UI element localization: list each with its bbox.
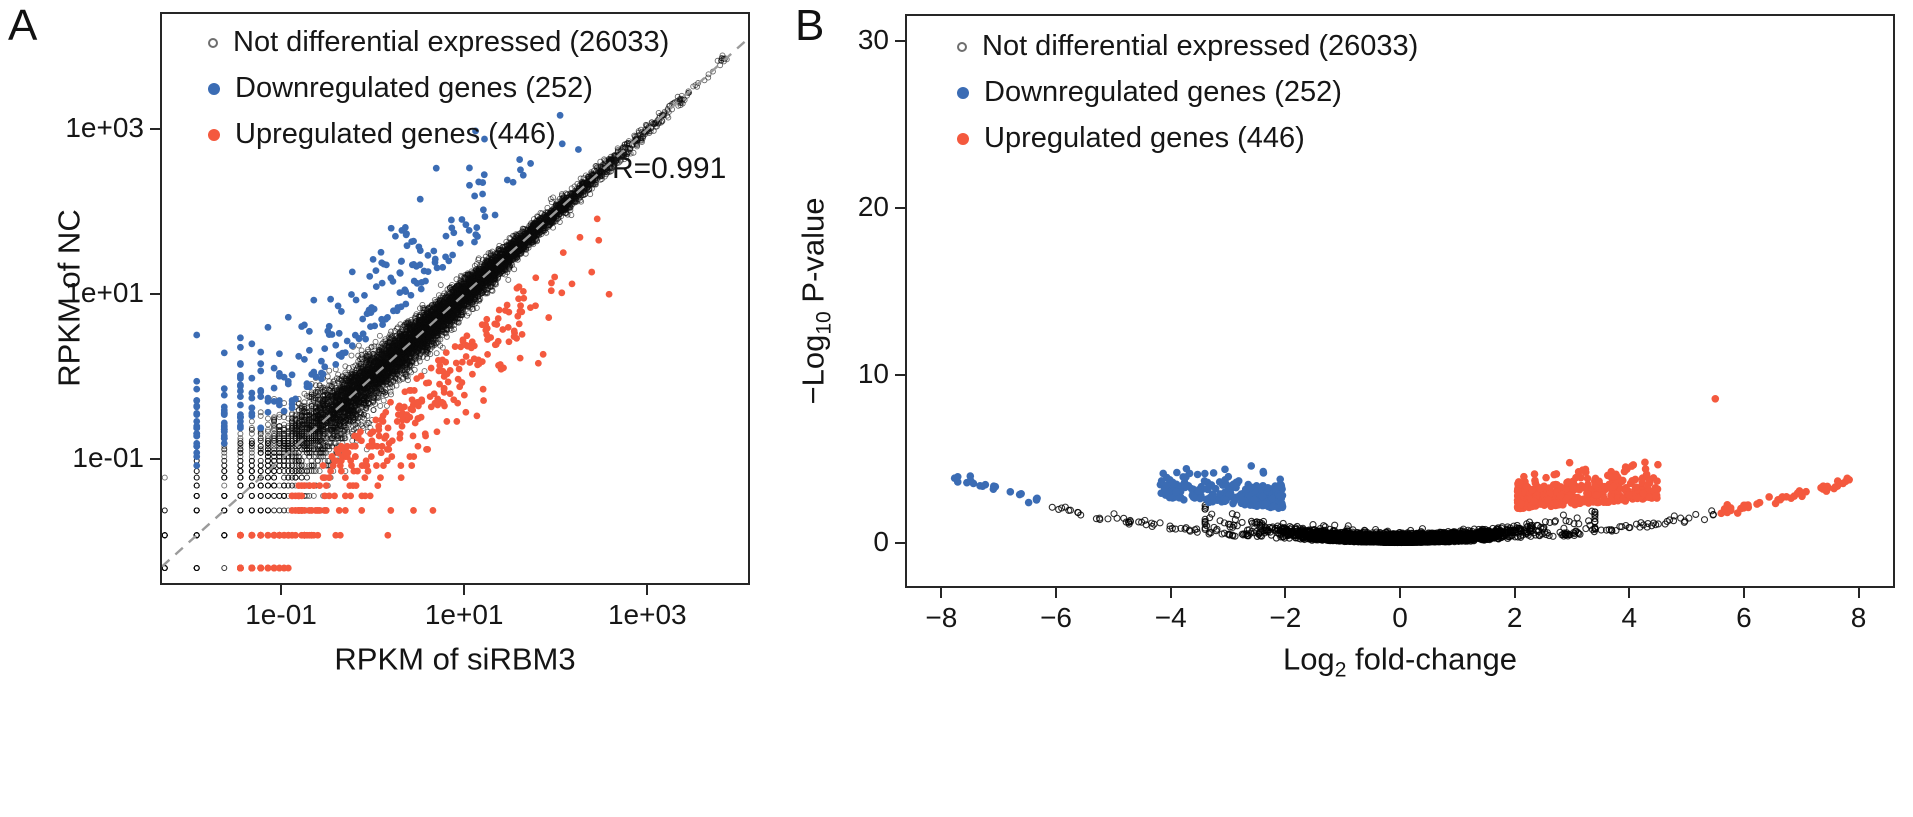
x-tick-label: 1e+03 xyxy=(607,599,687,630)
x-axis-title-text: fold-change xyxy=(1346,641,1518,677)
y-tick-label: 20 xyxy=(857,191,889,223)
open-circle-marker-icon xyxy=(208,37,218,48)
y-tick-label: 10 xyxy=(857,358,889,390)
x-tick-label: 1e+01 xyxy=(424,599,504,630)
open-circle-marker-icon xyxy=(957,41,967,52)
panel-a-legend: Not differential expressed (26033) Downr… xyxy=(208,24,669,153)
red-dot-marker-icon xyxy=(208,128,220,141)
x-tick-mark xyxy=(646,585,649,595)
panel-a-plot: Not differential expressed (26033) Downr… xyxy=(160,12,750,585)
x-tick-label: 1e-01 xyxy=(245,599,317,630)
panel-b-volcano-canvas xyxy=(907,16,1893,586)
legend-item-upregulated: Upregulated genes (446) xyxy=(208,116,669,153)
y-tick-mark xyxy=(895,40,905,43)
y-tick-mark xyxy=(150,293,160,296)
x-axis-title-text: Log xyxy=(1282,641,1335,677)
y-tick-mark xyxy=(895,207,905,210)
x-tick-mark xyxy=(1284,588,1287,598)
panel-a-letter: A xyxy=(8,1,38,50)
legend-item-downregulated: Downregulated genes (252) xyxy=(208,70,669,107)
y-tick-mark xyxy=(895,541,905,544)
legend-label-upregulated: Upregulated genes (446) xyxy=(984,122,1305,154)
legend-item-not-differential: Not differential expressed (26033) xyxy=(208,24,669,61)
panel-a-scatter-canvas xyxy=(162,14,748,583)
legend-label-not-differential: Not differential expressed (26033) xyxy=(982,30,1419,62)
legend-item-upregulated: Upregulated genes (446) xyxy=(957,120,1418,157)
x-tick-mark xyxy=(280,585,283,595)
x-tick-mark xyxy=(1513,588,1516,598)
correlation-annotation: R=0.991 xyxy=(612,152,727,185)
x-tick-label: 6 xyxy=(1736,602,1752,633)
y-tick-label: 0 xyxy=(873,525,889,557)
legend-label-upregulated: Upregulated genes (446) xyxy=(235,118,556,150)
x-tick-label: −4 xyxy=(1154,602,1187,633)
y-axis-title-subscript: 10 xyxy=(812,311,836,335)
x-tick-mark xyxy=(1169,588,1172,598)
x-tick-mark xyxy=(1628,588,1631,598)
x-tick-mark xyxy=(1055,588,1058,598)
x-tick-label: 4 xyxy=(1621,602,1638,633)
panel-b-x-axis-title: Log2 fold-change xyxy=(1283,641,1517,682)
y-tick-label: 1e+03 xyxy=(65,112,144,144)
x-tick-mark xyxy=(463,585,466,595)
x-tick-label: −6 xyxy=(1040,602,1072,633)
x-tick-mark xyxy=(1399,588,1401,598)
x-tick-mark xyxy=(1742,588,1745,598)
x-tick-mark xyxy=(940,588,943,598)
legend-item-not-differential: Not differential expressed (26033) xyxy=(957,28,1418,65)
blue-dot-marker-icon xyxy=(208,82,220,95)
x-tick-mark xyxy=(1857,588,1860,598)
x-tick-label: 8 xyxy=(1850,602,1867,633)
x-axis-title-text: RPKM of siRBM3 xyxy=(334,641,576,677)
x-axis-title-subscript: 2 xyxy=(1334,658,1347,682)
red-dot-marker-icon xyxy=(957,132,969,145)
legend-label-not-differential: Not differential expressed (26033) xyxy=(233,26,670,58)
y-tick-label: 1e-01 xyxy=(72,442,144,474)
panel-b-letter: B xyxy=(795,1,825,50)
x-tick-label: 0 xyxy=(1392,602,1408,633)
panel-b-plot: Not differential expressed (26033) Downr… xyxy=(905,14,1895,588)
x-tick-label: −8 xyxy=(925,602,958,633)
panel-a-x-axis-title: RPKM of siRBM3 xyxy=(334,641,575,682)
y-tick-label: 30 xyxy=(857,24,889,56)
x-tick-label: 2 xyxy=(1506,602,1523,633)
y-tick-mark xyxy=(895,374,905,377)
y-tick-label: 1e+01 xyxy=(65,277,144,309)
y-tick-mark xyxy=(150,128,160,131)
legend-label-downregulated: Downregulated genes (252) xyxy=(235,72,593,104)
panel-b-legend: Not differential expressed (26033) Downr… xyxy=(957,28,1418,157)
legend-label-downregulated: Downregulated genes (252) xyxy=(984,76,1342,108)
y-tick-mark xyxy=(150,458,160,461)
legend-item-downregulated: Downregulated genes (252) xyxy=(957,74,1418,111)
blue-dot-marker-icon xyxy=(957,86,969,99)
x-tick-label: −2 xyxy=(1269,602,1302,633)
